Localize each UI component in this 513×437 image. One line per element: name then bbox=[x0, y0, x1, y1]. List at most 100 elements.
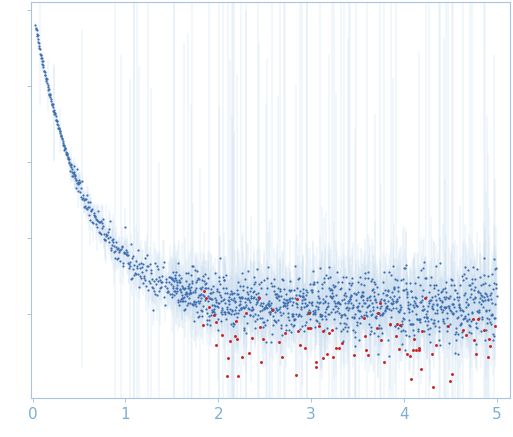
Point bbox=[279, 277, 287, 284]
Point bbox=[317, 312, 325, 319]
Point bbox=[391, 332, 400, 339]
Point bbox=[201, 270, 209, 277]
Point bbox=[204, 284, 212, 291]
Point bbox=[327, 290, 336, 297]
Point bbox=[73, 178, 82, 185]
Point bbox=[289, 323, 298, 329]
Point bbox=[274, 292, 282, 299]
Point bbox=[182, 291, 190, 298]
Point bbox=[339, 273, 347, 280]
Point bbox=[144, 287, 152, 294]
Point bbox=[419, 287, 427, 294]
Point bbox=[154, 266, 162, 273]
Point bbox=[213, 285, 221, 292]
Point bbox=[140, 272, 148, 279]
Point bbox=[345, 304, 353, 311]
Point bbox=[173, 278, 182, 285]
Point bbox=[418, 296, 426, 303]
Point bbox=[273, 291, 281, 298]
Point bbox=[356, 319, 364, 326]
Point bbox=[320, 275, 328, 282]
Point bbox=[357, 294, 365, 301]
Point bbox=[492, 292, 501, 299]
Point bbox=[346, 296, 354, 303]
Point bbox=[451, 350, 459, 357]
Point bbox=[374, 309, 382, 316]
Point bbox=[268, 306, 277, 313]
Point bbox=[50, 106, 58, 113]
Point bbox=[380, 269, 388, 276]
Point bbox=[429, 384, 437, 391]
Point bbox=[403, 291, 411, 298]
Point bbox=[422, 313, 430, 320]
Point bbox=[213, 287, 221, 294]
Point bbox=[193, 298, 202, 305]
Point bbox=[400, 309, 408, 316]
Point bbox=[68, 169, 76, 176]
Point bbox=[155, 288, 163, 295]
Point bbox=[461, 264, 469, 271]
Point bbox=[308, 289, 316, 296]
Point bbox=[321, 309, 329, 316]
Point bbox=[298, 296, 306, 303]
Point bbox=[254, 311, 263, 318]
Point bbox=[108, 242, 116, 249]
Point bbox=[188, 279, 196, 286]
Point bbox=[483, 272, 491, 279]
Point bbox=[327, 285, 336, 292]
Point bbox=[472, 265, 481, 272]
Point bbox=[257, 358, 265, 365]
Point bbox=[238, 354, 246, 361]
Point bbox=[297, 326, 305, 333]
Point bbox=[485, 306, 494, 313]
Point bbox=[185, 284, 193, 291]
Point bbox=[141, 254, 149, 261]
Point bbox=[379, 278, 387, 285]
Point bbox=[422, 294, 430, 301]
Point bbox=[319, 327, 327, 334]
Point bbox=[440, 294, 448, 301]
Point bbox=[264, 264, 272, 271]
Point bbox=[391, 323, 399, 330]
Point bbox=[354, 289, 362, 296]
Point bbox=[171, 275, 179, 282]
Point bbox=[59, 138, 67, 145]
Point bbox=[444, 305, 452, 312]
Point bbox=[125, 264, 133, 271]
Point bbox=[192, 303, 200, 310]
Point bbox=[64, 154, 72, 161]
Point bbox=[216, 255, 224, 262]
Point bbox=[190, 298, 199, 305]
Point bbox=[477, 282, 485, 289]
Point bbox=[325, 330, 333, 337]
Point bbox=[337, 327, 345, 334]
Point bbox=[373, 284, 381, 291]
Point bbox=[392, 298, 401, 305]
Point bbox=[172, 281, 181, 288]
Point bbox=[328, 286, 336, 293]
Point bbox=[477, 291, 485, 298]
Point bbox=[442, 289, 450, 296]
Point bbox=[223, 303, 231, 310]
Point bbox=[284, 309, 292, 316]
Point bbox=[111, 247, 120, 254]
Point bbox=[229, 322, 237, 329]
Point bbox=[122, 246, 130, 253]
Point bbox=[421, 294, 429, 301]
Point bbox=[234, 372, 242, 379]
Point bbox=[325, 311, 333, 318]
Point bbox=[186, 289, 194, 296]
Point bbox=[463, 267, 471, 274]
Point bbox=[206, 289, 214, 296]
Point bbox=[191, 287, 199, 294]
Point bbox=[231, 307, 239, 314]
Point bbox=[38, 58, 46, 65]
Point bbox=[179, 284, 187, 291]
Point bbox=[470, 286, 478, 293]
Point bbox=[385, 306, 393, 313]
Point bbox=[346, 296, 354, 303]
Point bbox=[371, 297, 379, 304]
Point bbox=[56, 130, 65, 137]
Point bbox=[403, 351, 411, 358]
Point bbox=[266, 309, 274, 316]
